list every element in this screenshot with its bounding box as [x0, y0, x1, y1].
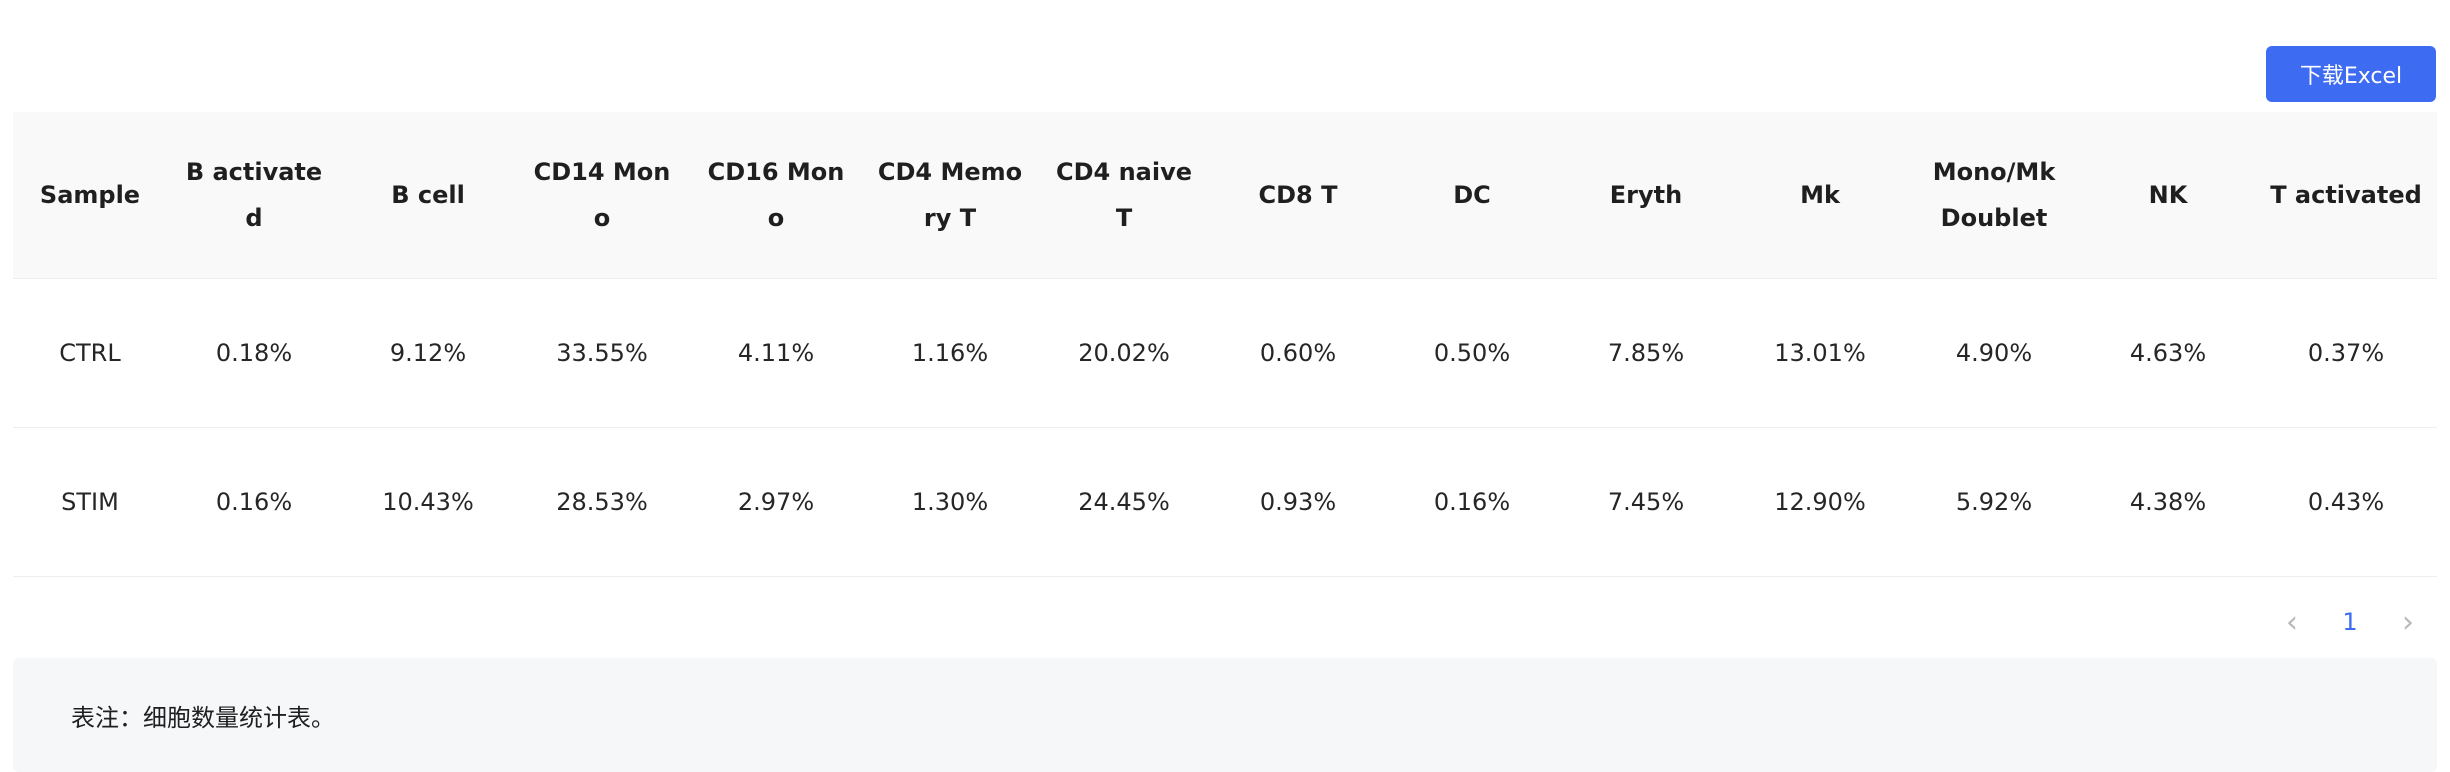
table-cell: 7.85%: [1559, 278, 1733, 428]
table-cell: 0.16%: [167, 427, 341, 577]
table-cell: 20.02%: [1037, 278, 1211, 428]
table-cell: 4.38%: [2081, 427, 2255, 577]
table-cell: 13.01%: [1733, 278, 1907, 428]
table-header-row: Sample B activated B cell CD14 Mono CD16…: [13, 112, 2437, 279]
table-cell: 0.18%: [167, 278, 341, 428]
chevron-left-icon[interactable]: ‹: [2286, 604, 2298, 640]
cell-count-table-container: Sample B activated B cell CD14 Mono CD16…: [13, 112, 2437, 577]
table-cell: 9.12%: [341, 278, 515, 428]
column-header-mk: Mk: [1733, 112, 1907, 279]
table-note: 表注：细胞数量统计表。: [13, 658, 2437, 772]
table-cell: 1.16%: [863, 278, 1037, 428]
column-header-cd8-t: CD8 T: [1211, 112, 1385, 279]
table-cell: 0.37%: [2255, 278, 2437, 428]
table-cell: 0.43%: [2255, 427, 2437, 577]
column-header-eryth: Eryth: [1559, 112, 1733, 279]
download-excel-button[interactable]: 下载Excel: [2266, 46, 2436, 102]
column-header-b-cell: B cell: [341, 112, 515, 279]
column-header-t-activated: T activated: [2255, 112, 2437, 279]
table-cell: 4.11%: [689, 278, 863, 428]
table-note-text: 表注：细胞数量统计表。: [71, 703, 335, 732]
table-cell: 0.93%: [1211, 427, 1385, 577]
table-cell: 0.60%: [1211, 278, 1385, 428]
table-cell: 12.90%: [1733, 427, 1907, 577]
pagination: ‹ 1 ›: [2272, 598, 2428, 646]
table-cell: 28.53%: [515, 427, 689, 577]
column-header-sample: Sample: [13, 112, 167, 279]
table-cell: 24.45%: [1037, 427, 1211, 577]
table-cell: 7.45%: [1559, 427, 1733, 577]
table-cell: 1.30%: [863, 427, 1037, 577]
table-row: CTRL 0.18% 9.12% 33.55% 4.11% 1.16% 20.0…: [13, 278, 2437, 428]
table-cell: 2.97%: [689, 427, 863, 577]
table-cell: CTRL: [13, 278, 167, 428]
column-header-cd16-mono: CD16 Mono: [689, 112, 863, 279]
table-cell: 5.92%: [1907, 427, 2081, 577]
page-number-current[interactable]: 1: [2342, 608, 2358, 636]
toolbar: 下载Excel: [2266, 46, 2436, 102]
column-header-dc: DC: [1385, 112, 1559, 279]
cell-count-table: Sample B activated B cell CD14 Mono CD16…: [13, 112, 2437, 577]
chevron-right-icon[interactable]: ›: [2402, 604, 2414, 640]
table-row: STIM 0.16% 10.43% 28.53% 2.97% 1.30% 24.…: [13, 427, 2437, 577]
table-cell: 0.50%: [1385, 278, 1559, 428]
table-cell: 4.63%: [2081, 278, 2255, 428]
table-cell: 0.16%: [1385, 427, 1559, 577]
table-cell: STIM: [13, 427, 167, 577]
table-cell: 10.43%: [341, 427, 515, 577]
column-header-cd14-mono: CD14 Mono: [515, 112, 689, 279]
column-header-cd4-naive-t: CD4 naive T: [1037, 112, 1211, 279]
column-header-b-activated: B activated: [167, 112, 341, 279]
column-header-cd4-memory-t: CD4 Memory T: [863, 112, 1037, 279]
table-cell: 4.90%: [1907, 278, 2081, 428]
table-cell: 33.55%: [515, 278, 689, 428]
column-header-mono-mk-doublet: Mono/Mk Doublet: [1907, 112, 2081, 279]
column-header-nk: NK: [2081, 112, 2255, 279]
